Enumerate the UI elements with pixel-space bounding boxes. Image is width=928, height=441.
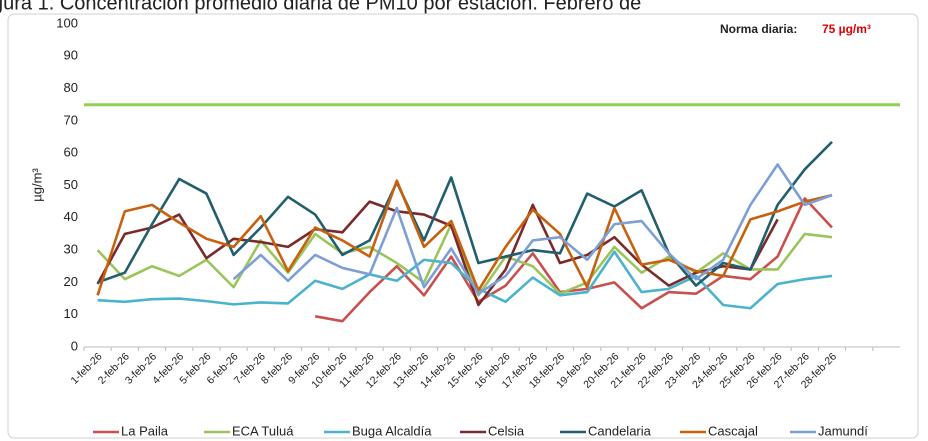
y-tick-label: 60	[64, 145, 78, 160]
y-axis-label: µg/m³	[29, 168, 44, 202]
norm-label: 75 µg/m³	[822, 22, 871, 36]
chart-frame	[7, 13, 919, 439]
series-line	[314, 197, 833, 323]
legend-label: La Paila	[121, 423, 169, 438]
legend-label: ECA Tuluá	[232, 423, 294, 438]
y-tick-label: 30	[64, 242, 78, 257]
y-tick-label: 40	[64, 209, 78, 224]
legend-label: Buga Alcaldía	[352, 423, 432, 438]
legend-label: Celsia	[488, 423, 525, 438]
y-tick-label: 50	[64, 177, 78, 192]
y-tick-label: 100	[56, 15, 78, 30]
series-line	[96, 222, 833, 297]
norm-text: Norma diaria:	[720, 22, 797, 36]
y-tick-label: 0	[71, 338, 78, 353]
y-tick-label: 90	[64, 48, 78, 63]
y-tick-label: 80	[64, 80, 78, 95]
legend-label: Jamundí	[818, 423, 868, 438]
chart-title: gura 1. Concentración promedio diaria de…	[0, 0, 641, 14]
series-line	[96, 179, 833, 296]
legend-label: Cascajal	[708, 423, 758, 438]
y-tick-label: 70	[64, 112, 78, 127]
series-line	[96, 200, 779, 307]
series-line	[232, 163, 833, 296]
y-tick-label: 10	[64, 306, 78, 321]
legend-label: Candelaria	[588, 423, 652, 438]
y-tick-label: 20	[64, 274, 78, 289]
series-line	[97, 250, 833, 310]
